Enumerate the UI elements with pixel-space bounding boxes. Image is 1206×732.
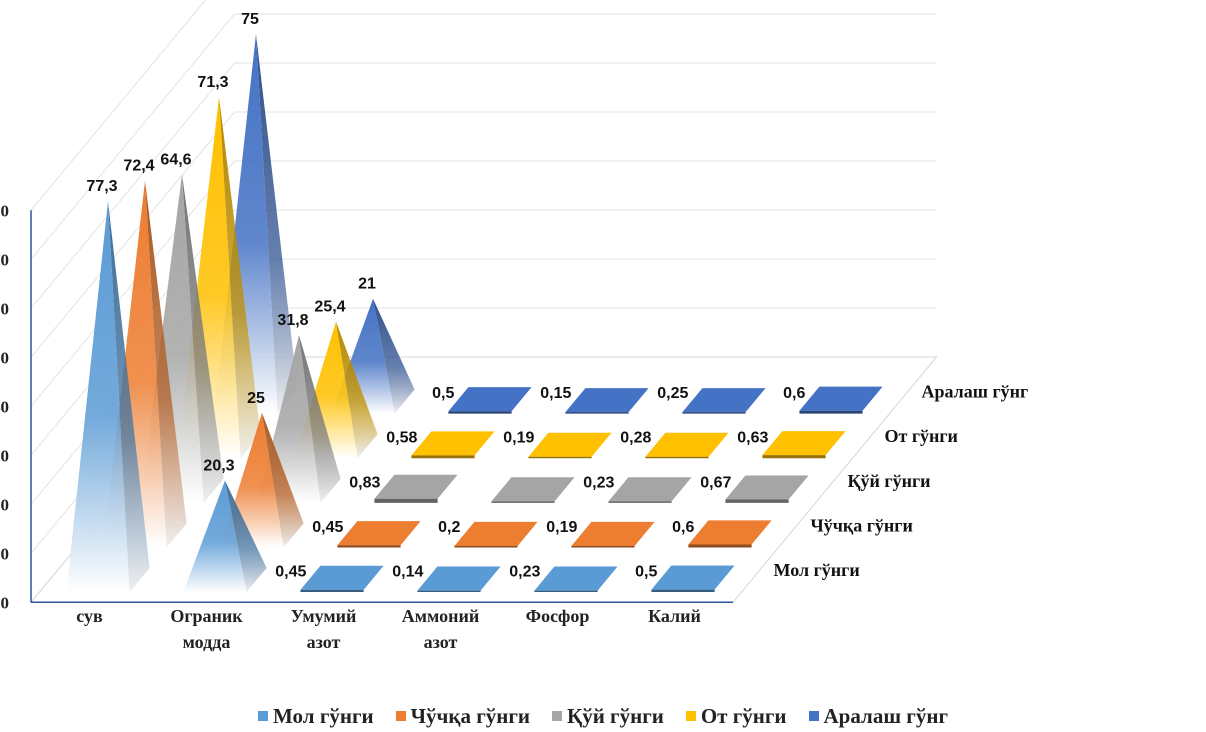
- bar: [651, 565, 735, 593]
- data-labels: 75 21 0,5 0,15 0,25 0,6 71,3 25,4 0,58 0,19 0,28 0,…: [86, 11, 805, 580]
- data-label: 0,23: [583, 474, 614, 491]
- legend-item: Мол гўнги: [258, 704, 374, 729]
- bar: [337, 521, 421, 548]
- depth-axis-labels: Мол гўнги Чўчқа гўнги Қўй гўнги От гўнги Ара…: [774, 382, 1029, 580]
- x-tick-label: Ограник модда: [170, 606, 243, 652]
- data-label: 0,15: [540, 385, 571, 402]
- data-label: 25,4: [314, 299, 345, 316]
- legend-label: Қўй гўнги: [566, 704, 664, 728]
- bar: [799, 386, 883, 414]
- depth-tick-label: Қўй гўнги: [848, 471, 931, 491]
- bar: [411, 431, 495, 459]
- y-tick-label: 80: [0, 201, 9, 220]
- bar: [454, 521, 538, 548]
- data-label: 0,5: [635, 564, 657, 581]
- data-label: 20,3: [203, 458, 234, 475]
- legend: Мол гўнги Чўчқа гўнги Қўй гўнги От гўнги Ара…: [0, 704, 1206, 729]
- category-axis-labels: сув Ограник модда Умумий азот Аммоний азот Фосф…: [76, 606, 701, 652]
- data-label: 0,28: [620, 430, 651, 447]
- legend-swatch: [551, 711, 562, 721]
- bar: [66, 201, 150, 593]
- x-tick-label: Аммоний азот: [402, 606, 479, 652]
- bar: [491, 477, 575, 503]
- legend-item: Қўй гўнги: [551, 704, 664, 729]
- data-label: 0,19: [546, 519, 577, 536]
- data-label: 77,3: [86, 178, 117, 195]
- data-label: 25: [247, 390, 265, 407]
- bar: [645, 432, 729, 459]
- y-tick-label: 40: [0, 397, 9, 416]
- data-label: 0,63: [737, 430, 768, 447]
- x-tick-label: Калий: [648, 606, 701, 626]
- bar: [688, 520, 772, 548]
- bar: [762, 431, 846, 459]
- gridline: [30, 62, 937, 309]
- data-label: 0,45: [275, 564, 306, 581]
- y-axis-ticks: 0 10 20 30 40 50 60 70 80: [0, 201, 9, 612]
- legend-label: Чўчқа гўнги: [410, 704, 530, 728]
- x-tick-label: сув: [76, 606, 103, 626]
- legend-label: Мол гўнги: [273, 704, 374, 728]
- y-tick-label: 20: [0, 495, 9, 514]
- legend-swatch: [685, 711, 696, 721]
- data-label: 0,5: [432, 385, 454, 402]
- data-label: 0,2: [438, 519, 460, 536]
- chart-marks: [66, 34, 883, 593]
- bar: [565, 388, 649, 414]
- data-label: 21: [358, 276, 376, 293]
- y-tick-label: 60: [0, 299, 9, 318]
- data-label: 64,6: [160, 151, 191, 168]
- y-tick-label: 10: [0, 544, 9, 563]
- data-label: 31,8: [277, 312, 308, 329]
- data-label: 71,3: [197, 74, 228, 91]
- legend-swatch: [808, 711, 819, 721]
- legend-item: Чўчқа гўнги: [395, 704, 530, 729]
- depth-tick-label: От гўнги: [885, 426, 958, 446]
- y-tick-label: 50: [0, 348, 9, 367]
- bar: [448, 387, 532, 414]
- depth-tick-label: Чўчқа гўнги: [811, 515, 913, 535]
- x-tick-label: Умумий азот: [291, 606, 357, 652]
- legend-swatch: [258, 711, 269, 721]
- bar: [571, 521, 655, 548]
- bar: [528, 432, 612, 459]
- bar: [417, 566, 501, 593]
- data-label: 0,23: [509, 564, 540, 581]
- y-tick-label: 0: [1, 593, 10, 612]
- legend-swatch: [395, 711, 406, 721]
- bar: [682, 388, 766, 414]
- legend-item: От гўнги: [685, 704, 787, 729]
- legend-item: Аралаш гўнг: [808, 704, 948, 729]
- depth-tick-label: Мол гўнги: [774, 560, 860, 580]
- bar: [534, 566, 618, 593]
- data-label: 0,67: [700, 474, 731, 491]
- data-label: 0,14: [392, 564, 423, 581]
- data-label: 75: [241, 11, 259, 28]
- legend-label: От гўнги: [700, 704, 787, 728]
- y-tick-label: 70: [0, 250, 9, 269]
- data-label: 0,83: [349, 474, 380, 491]
- gridline: [30, 13, 937, 260]
- depth-tick-label: Аралаш гўнг: [922, 382, 1029, 402]
- gridline: [30, 0, 207, 211]
- bar: [725, 475, 809, 503]
- legend-label: Аралаш гўнг: [823, 704, 948, 728]
- bar: [300, 565, 384, 593]
- data-label: 0,45: [312, 519, 343, 536]
- x-tick-label: Фосфор: [526, 606, 590, 626]
- gridline: [30, 111, 937, 358]
- bar: [608, 477, 692, 503]
- chart-plot: 0 10 20 30 40 50 60 70 80 Мол гўнги Чўчқа гўнги Қў…: [0, 0, 1029, 652]
- y-tick-label: 30: [0, 446, 9, 465]
- data-label: 0,58: [386, 430, 417, 447]
- data-label: 72,4: [123, 158, 154, 175]
- data-label: 0,25: [657, 385, 688, 402]
- data-label: 0,6: [672, 519, 694, 536]
- data-label: 0,19: [503, 430, 534, 447]
- data-label: 0,6: [783, 385, 805, 402]
- bar: [183, 480, 267, 593]
- bar: [374, 474, 458, 503]
